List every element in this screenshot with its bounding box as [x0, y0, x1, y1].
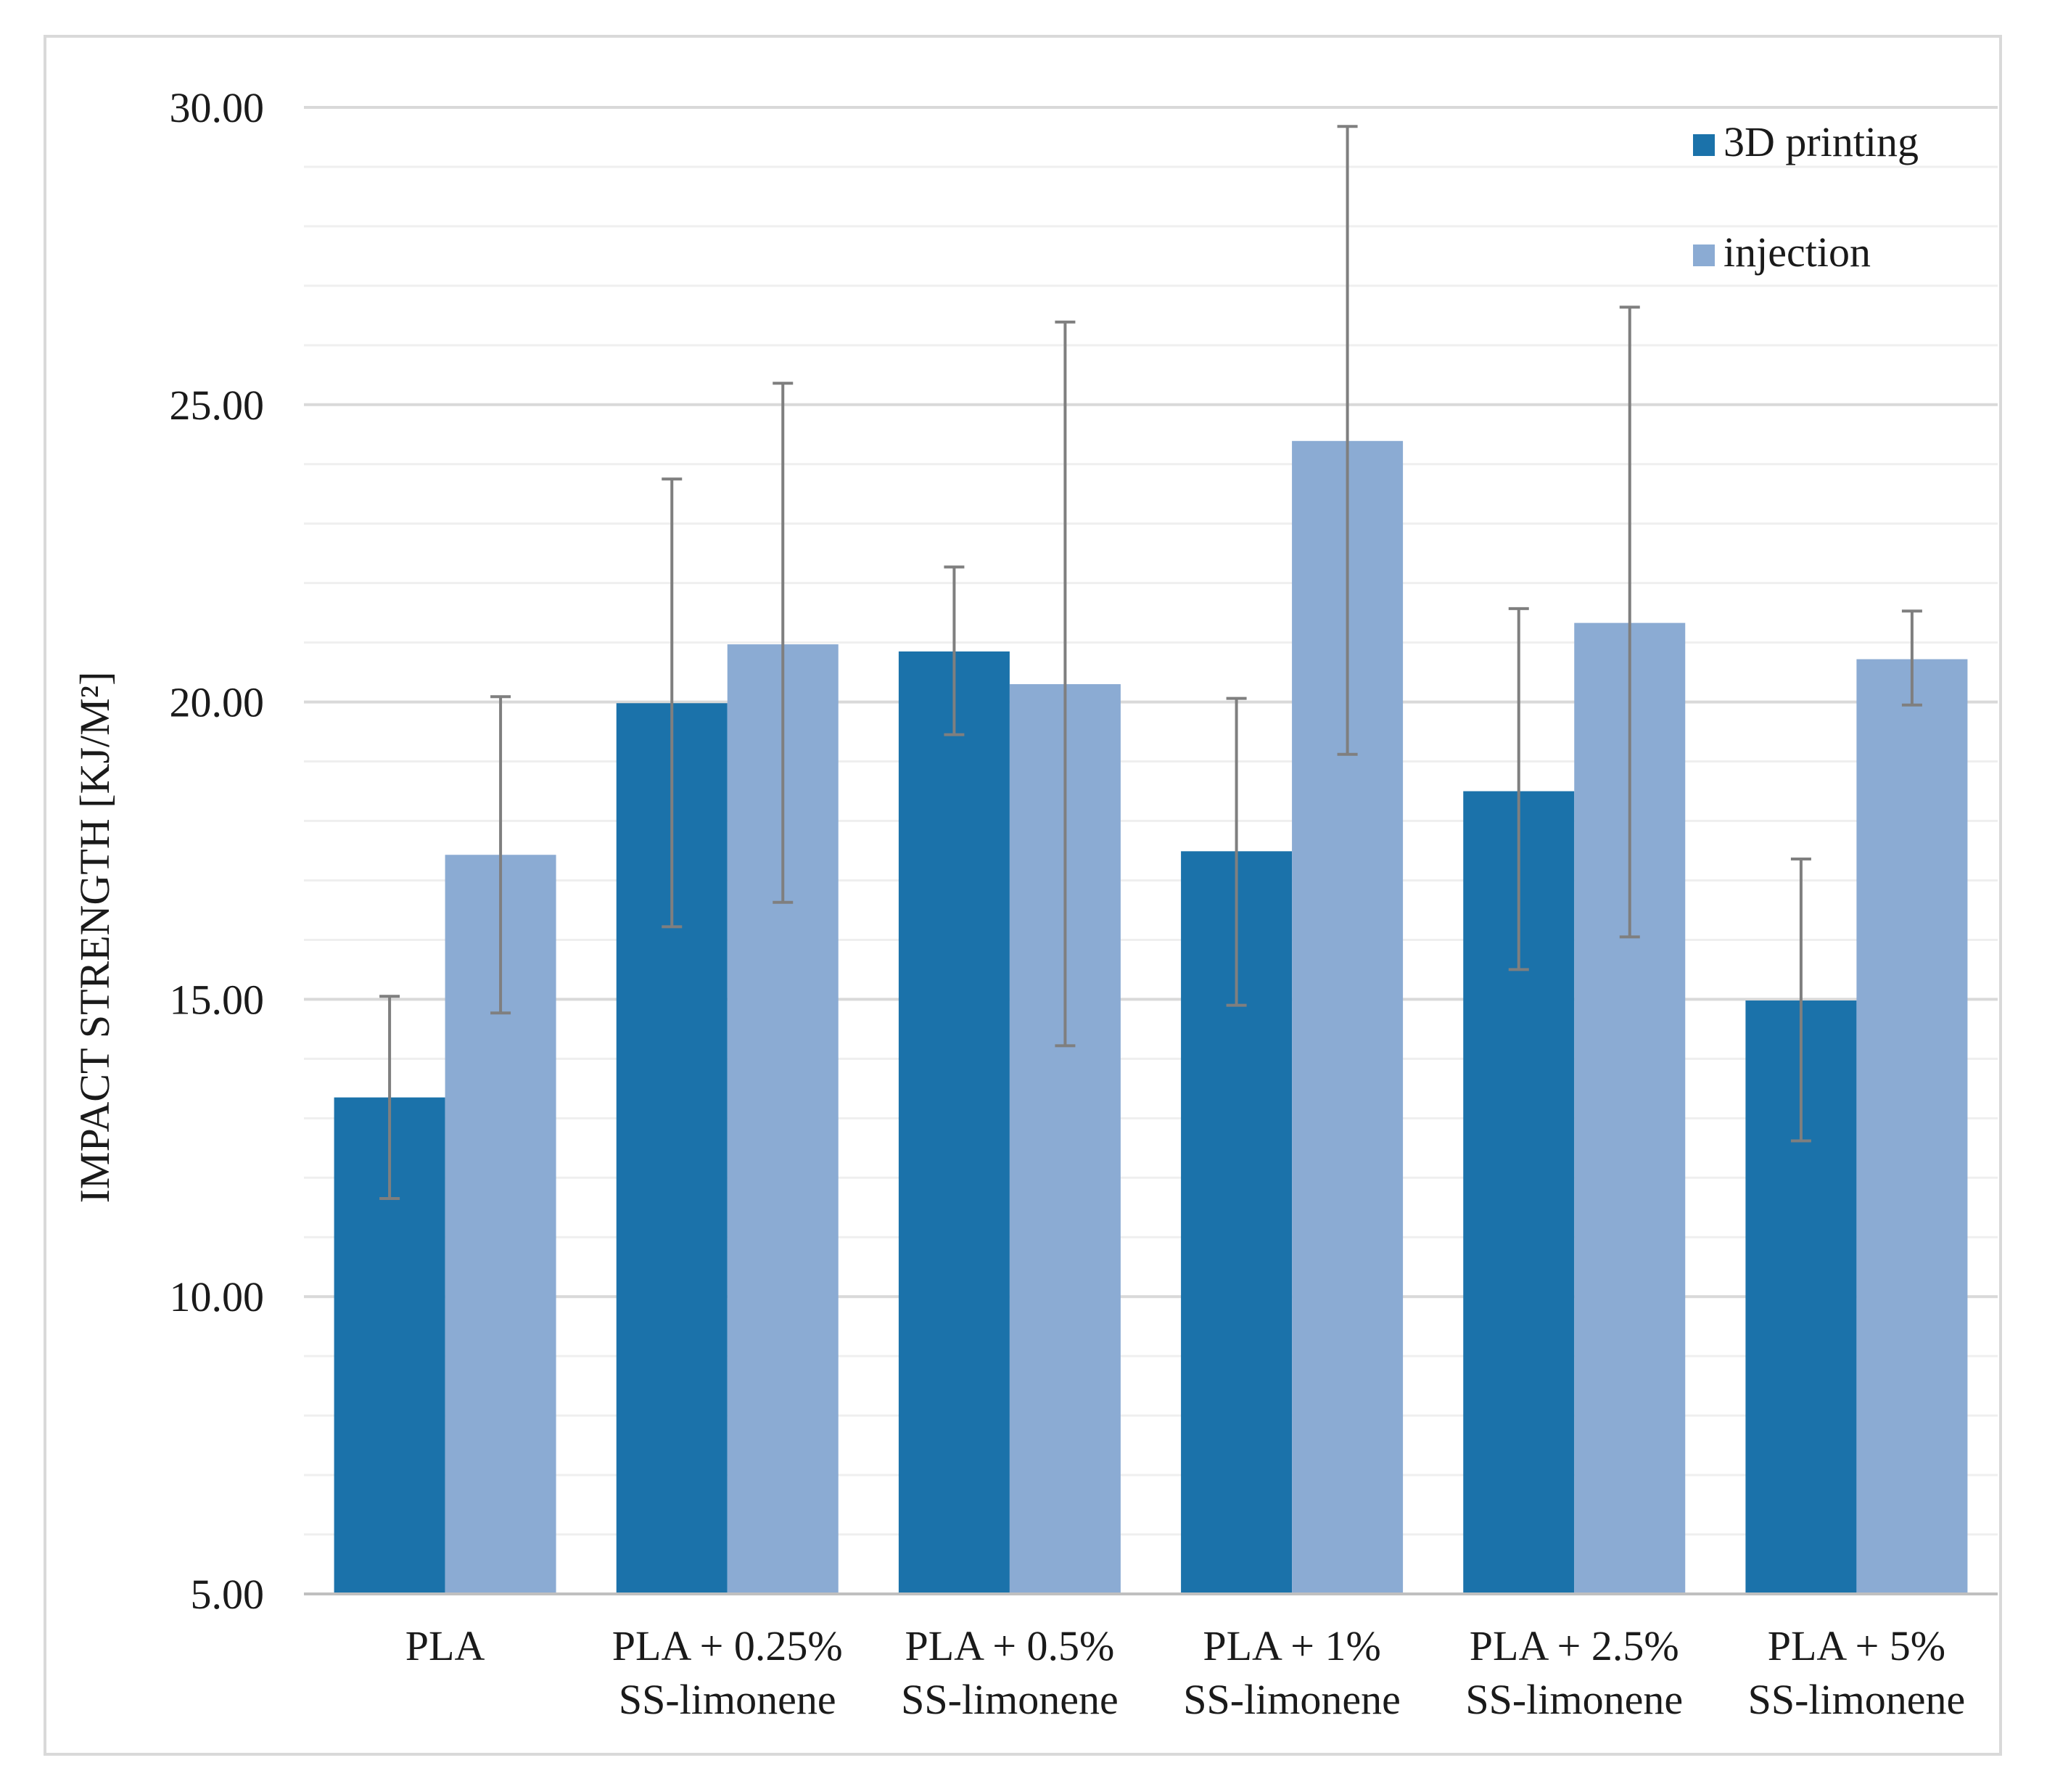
legend: 3D printing injection: [1693, 118, 1919, 276]
y-tick-label: 5.00: [191, 1571, 265, 1618]
bar-3d-printing-2: [898, 651, 1010, 1594]
axis-layer: 5.00 10.00 15.00 20.00 25.00 30.00 PLA PLA + 0.…: [170, 84, 1998, 1723]
x-category-label: PLA + 0.5%: [905, 1622, 1114, 1669]
legend-label-3d-printing: 3D printing: [1723, 118, 1919, 165]
y-tick-label: 20.00: [170, 679, 265, 726]
y-axis-title: IMPACT STRENGTH [KJ/M²]: [71, 672, 118, 1204]
x-category-label: SS-limonene: [1465, 1676, 1683, 1723]
y-tick-label: 30.00: [170, 84, 265, 131]
x-category-label: SS-limonene: [619, 1676, 836, 1723]
bar-injection-5: [1856, 659, 1968, 1594]
x-category-label: PLA: [405, 1622, 485, 1669]
x-category-label: PLA + 2.5%: [1470, 1622, 1679, 1669]
bar-layer: [334, 440, 1968, 1595]
y-tick-label: 10.00: [170, 1273, 265, 1320]
x-category-label: PLA + 0.25%: [612, 1622, 843, 1669]
bar-chart: 5.00 10.00 15.00 20.00 25.00 30.00 PLA PLA + 0.…: [71, 84, 1998, 1723]
y-tick-label: 15.00: [170, 976, 265, 1023]
legend-label-injection: injection: [1723, 229, 1871, 276]
error-bar-layer: [379, 125, 1922, 1200]
legend-swatch-3d-printing: [1693, 134, 1715, 156]
grid-layer: [304, 106, 1998, 1595]
chart-frame: 5.00 10.00 15.00 20.00 25.00 30.00 PLA PLA + 0.…: [44, 35, 2002, 1756]
x-category-label: PLA + 1%: [1203, 1622, 1380, 1669]
legend-swatch-injection: [1693, 244, 1715, 266]
x-category-label: SS-limonene: [1748, 1676, 1966, 1723]
y-tick-label: 25.00: [170, 382, 265, 429]
x-category-label: PLA + 5%: [1768, 1622, 1945, 1669]
x-category-label: SS-limonene: [901, 1676, 1119, 1723]
x-category-label: SS-limonene: [1183, 1676, 1401, 1723]
